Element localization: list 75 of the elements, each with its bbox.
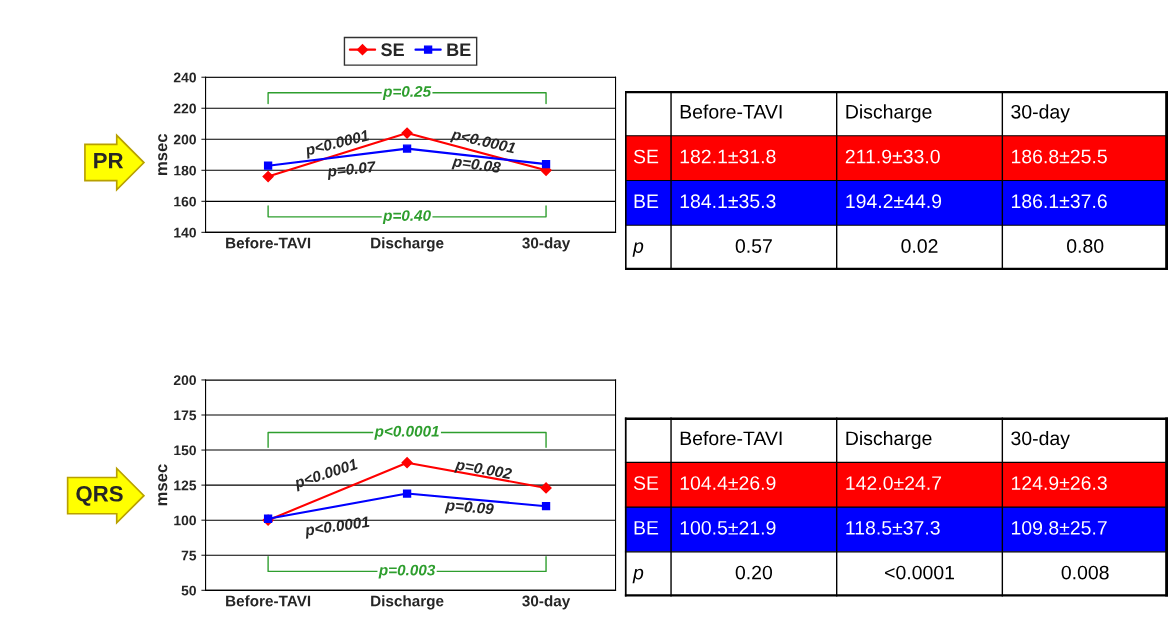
point <box>541 502 551 511</box>
annotation: p=0.40 <box>382 210 431 224</box>
text: 194.2±44.9 <box>846 194 942 209</box>
text: 118.5±37.3 <box>846 520 940 535</box>
annotation: p<0.0001 <box>304 516 370 539</box>
category-label: SE <box>633 476 659 490</box>
category-label: Before-TAVI <box>680 430 782 446</box>
text: 186.1±37.6 <box>1011 194 1107 209</box>
y-tick-label: 75 <box>181 550 197 561</box>
point <box>401 457 413 469</box>
y-tick-label: 220 <box>173 103 196 114</box>
legend-label: BE <box>447 43 471 56</box>
y-axis-title: msec <box>158 464 168 506</box>
text: 182.1±31.8 <box>680 149 776 164</box>
text: 109.8±25.7 <box>1011 520 1107 535</box>
text: 124.9±26.3 <box>1011 476 1107 490</box>
y-tick-label: 200 <box>173 134 196 145</box>
legend-label: SE <box>381 43 404 57</box>
annotation: p=0.25 <box>382 86 432 100</box>
text: 0.57 <box>735 239 772 253</box>
text: 0.20 <box>735 565 773 580</box>
text: 184.1±35.3 <box>680 194 776 209</box>
category-label: Before-TAVI <box>680 104 782 119</box>
text: 186.8±25.5 <box>1011 149 1107 164</box>
category-label: p <box>632 242 644 257</box>
x-tick-label: Discharge <box>371 595 444 610</box>
annotation: p=0.08 <box>451 155 502 177</box>
text: <0.0001 <box>885 565 954 580</box>
annotation: p=0.002 <box>454 458 513 483</box>
text: 142.0±24.7 <box>846 476 942 490</box>
category-label: p <box>632 568 644 584</box>
y-tick-label: 140 <box>174 227 196 238</box>
annotation: p=0.003 <box>378 564 436 579</box>
x-tick-label: Before-TAVI <box>226 595 311 607</box>
y-tick-label: 150 <box>174 445 196 456</box>
text: 211.9±33.0 <box>845 149 940 164</box>
text: 0.80 <box>1067 239 1104 253</box>
point <box>541 159 551 169</box>
point <box>540 482 552 494</box>
x-tick-label: Discharge <box>371 237 444 252</box>
text: QRS <box>76 485 123 506</box>
y-tick-label: 160 <box>174 196 196 207</box>
text: PR <box>94 153 124 169</box>
x-tick-label: Before-TAVI <box>226 237 311 249</box>
point <box>263 161 273 170</box>
annotation: p=0.09 <box>444 499 495 518</box>
point <box>262 170 274 183</box>
category-label: 30-day <box>1011 430 1070 450</box>
annotation: p<0.0001 <box>449 128 516 157</box>
category-label: BE <box>634 194 659 208</box>
point <box>401 127 413 139</box>
category-label: Discharge <box>846 430 932 450</box>
y-tick-label: 125 <box>174 480 197 491</box>
x-tick-label: 30-day <box>522 595 571 610</box>
category-label: 30-day <box>1011 104 1070 123</box>
text: 0.02 <box>901 239 938 253</box>
category-label: SE <box>633 149 659 164</box>
y-axis-title: msec <box>158 133 168 176</box>
y-tick-label: 100 <box>174 515 196 526</box>
point <box>263 514 273 523</box>
category-label: BE <box>634 521 659 535</box>
y-tick-label: 175 <box>174 410 197 421</box>
y-tick-label: 50 <box>181 585 196 596</box>
text: 100.5±21.9 <box>680 520 776 535</box>
point <box>402 144 412 153</box>
y-tick-label: 240 <box>173 72 196 83</box>
text: 0.008 <box>1061 565 1109 580</box>
annotation: p<0.0001 <box>374 425 439 440</box>
category-label: Discharge <box>846 104 932 123</box>
x-tick-label: 30-day <box>522 237 571 252</box>
text: 104.4±26.9 <box>680 476 776 490</box>
point <box>402 489 412 498</box>
y-tick-label: 180 <box>174 165 196 176</box>
annotation: p=0.07 <box>326 161 377 180</box>
y-tick-label: 200 <box>173 375 196 386</box>
